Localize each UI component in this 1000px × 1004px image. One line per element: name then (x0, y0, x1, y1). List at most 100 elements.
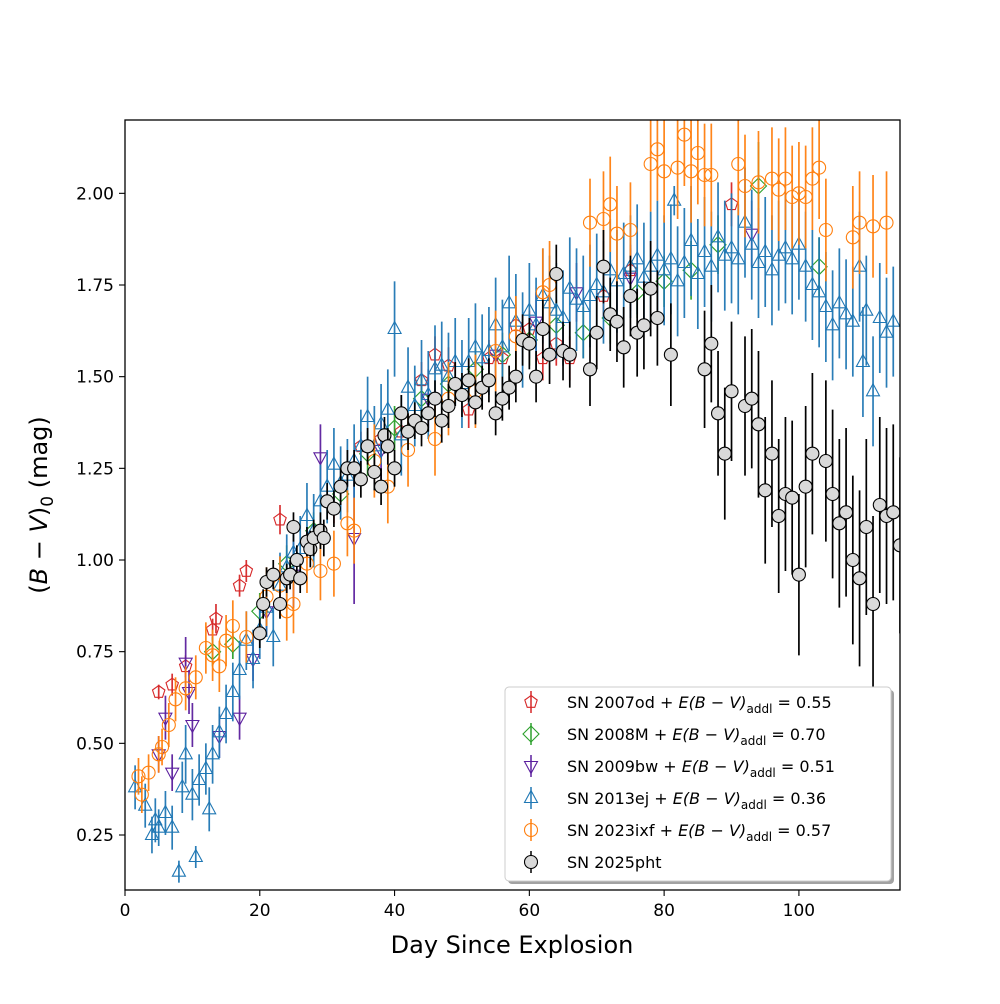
data-point (757, 243, 773, 258)
legend-label-subscript: addl (741, 798, 767, 812)
series-sn-2023ixf (131, 120, 894, 813)
series-sn-2025pht (252, 230, 900, 692)
data-point (629, 250, 645, 265)
data-point (286, 519, 301, 535)
data-point (616, 265, 632, 280)
legend-label: SN 2013ej + E(B − V)addl = 0.36 (567, 789, 826, 812)
data-point (299, 507, 315, 522)
data-point (535, 321, 550, 337)
data-point (522, 336, 537, 351)
y-axis: 0.25 0.50 0.75 1.00 1.25 1.50 1.75 2.00 (76, 184, 125, 846)
y-axis-label-v: V (25, 515, 53, 533)
data-point (174, 778, 190, 793)
data-point (367, 464, 382, 480)
legend-label-math: E(B − V) (673, 789, 741, 808)
legend-entry: SN 2008M + E(B − V)addl = 0.70 (522, 723, 826, 748)
data-point (441, 398, 456, 414)
data-point (663, 250, 679, 265)
legend-label-math: E(B − V) (678, 693, 746, 712)
y-axis-label-unit: (mag) (25, 416, 53, 496)
y-tick-label: 1.25 (76, 459, 114, 479)
plot-frame (124, 119, 901, 891)
data-point (845, 552, 860, 568)
data-point (724, 384, 739, 399)
legend-marker (523, 760, 539, 775)
data-point (209, 611, 223, 625)
data-point (751, 254, 766, 269)
data-point (549, 266, 564, 282)
x-axis-label: Day Since Explosion (391, 931, 634, 959)
data-point (256, 596, 271, 612)
data-point (865, 219, 881, 234)
legend-label-math: E(B − V) (678, 821, 746, 840)
data-point (164, 819, 180, 833)
y-axis-label-b: B (25, 568, 53, 584)
data-point (886, 505, 900, 520)
data-point (663, 347, 678, 362)
legend-box (504, 686, 892, 882)
data-point (777, 239, 793, 254)
data-point (751, 417, 766, 432)
data-point (178, 681, 193, 696)
data-point (818, 222, 833, 238)
data-point (211, 723, 227, 738)
data-point (596, 259, 611, 274)
data-point (852, 215, 867, 230)
y-tick-label: 0.50 (76, 734, 114, 754)
data-point (427, 391, 443, 406)
data-point (151, 684, 166, 698)
data-point (232, 712, 248, 727)
data-point (131, 769, 146, 784)
data-point (609, 226, 625, 241)
data-point (697, 362, 712, 377)
data-point (225, 618, 240, 634)
data-point (168, 692, 183, 707)
data-point (151, 747, 166, 762)
data-point (697, 243, 713, 258)
legend-label-subscript: addl (746, 830, 772, 844)
y-tick-label: 0.25 (76, 826, 114, 846)
data-point (188, 670, 203, 685)
data-point (272, 596, 288, 612)
y-axis-label-minus: − (25, 533, 53, 568)
data-point (245, 650, 261, 665)
data-point (387, 320, 403, 335)
legend-marker (523, 822, 539, 838)
y-axis-label-open: ( (25, 584, 53, 593)
legend-marker (523, 854, 539, 870)
data-point (710, 228, 726, 243)
data-point (818, 298, 834, 313)
data-point (225, 683, 241, 698)
legend-label-name: SN 2008M + (567, 725, 672, 744)
data-point (394, 406, 409, 421)
data-point (825, 316, 841, 331)
data-point (744, 391, 759, 406)
legend-label-subscript: addl (740, 734, 766, 748)
data-point (414, 371, 429, 386)
data-point (798, 479, 813, 494)
data-point (427, 360, 443, 375)
data-point (454, 387, 470, 403)
data-point (184, 786, 200, 800)
x-tick-label: 20 (249, 901, 271, 921)
data-point (798, 258, 814, 272)
data-point (161, 717, 176, 733)
data-point (623, 222, 638, 238)
data-point (529, 369, 544, 384)
y-tick-label: 1.75 (76, 276, 114, 296)
x-tick-label: 80 (653, 901, 675, 921)
data-point (643, 281, 658, 296)
legend-label: SN 2023ixf + E(B − V)addl = 0.57 (567, 821, 831, 844)
data-point (468, 395, 483, 410)
data-point (865, 596, 881, 612)
data-point (879, 324, 894, 338)
data-point (589, 276, 605, 291)
data-point (812, 160, 827, 175)
data-point (353, 472, 368, 487)
y-axis-label-subscript: 0 (38, 496, 58, 507)
legend-label: SN 2008M + E(B − V)addl = 0.70 (567, 725, 826, 748)
data-point (751, 175, 766, 190)
legend-entry: SN 2009bw + E(B − V)addl = 0.51 (523, 755, 835, 780)
